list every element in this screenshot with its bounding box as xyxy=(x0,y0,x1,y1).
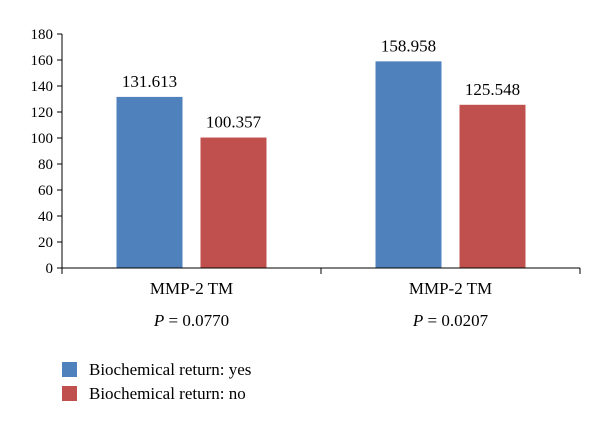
y-tick-label: 120 xyxy=(31,105,54,121)
y-tick-label: 40 xyxy=(38,209,53,225)
x-axis: MMP-2 TM P = 0.0770 MMP-2 TM P = 0.0207 xyxy=(61,267,581,330)
y-tick-label: 60 xyxy=(38,183,53,199)
bar-value-label: 100.357 xyxy=(206,113,262,132)
legend: Biochemical return: yes Biochemical retur… xyxy=(62,360,251,403)
bar xyxy=(200,137,267,268)
y-tick-label: 20 xyxy=(38,235,53,251)
y-axis: 0 20 40 60 80 100 120 140 160 180 xyxy=(31,27,63,277)
y-tick-label: 100 xyxy=(31,131,54,147)
legend-label: Biochemical return: yes xyxy=(89,360,251,379)
bar-value-label: 125.548 xyxy=(465,80,520,99)
legend-label: Biochemical return: no xyxy=(89,384,246,403)
bars xyxy=(116,61,526,268)
data-labels: 131.613 100.357 158.958 125.548 xyxy=(122,36,520,131)
legend-swatch xyxy=(62,362,77,377)
bar xyxy=(375,61,442,268)
y-tick-label: 140 xyxy=(31,79,54,95)
p-value-label: P = 0.0207 xyxy=(412,311,489,330)
y-tick-label: 180 xyxy=(31,27,54,43)
y-tick-label: 80 xyxy=(38,157,53,173)
y-tick-label: 0 xyxy=(46,261,54,277)
category-label: MMP-2 TM xyxy=(150,279,233,298)
y-tick-label: 160 xyxy=(31,53,54,69)
bar-value-label: 131.613 xyxy=(122,72,177,91)
bar-value-label: 158.958 xyxy=(381,36,436,55)
category-label: MMP-2 TM xyxy=(409,279,492,298)
p-value-label: P = 0.0770 xyxy=(153,311,229,330)
bar xyxy=(116,96,183,268)
legend-swatch xyxy=(62,386,77,401)
bar xyxy=(459,104,526,268)
